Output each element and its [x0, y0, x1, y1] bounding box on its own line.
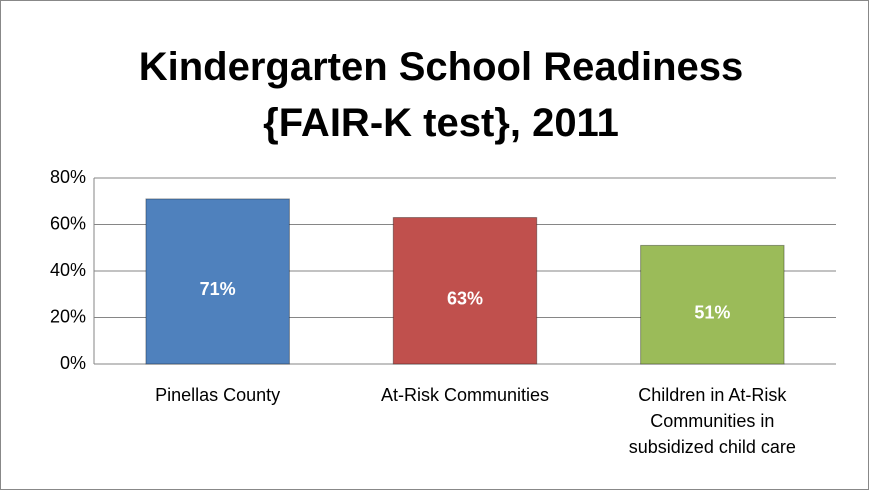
- x-tick-label: Children in At-Risk Communities in subsi…: [628, 385, 796, 457]
- chart-title: Kindergarten School Readiness {FAIR-K te…: [138, 45, 744, 145]
- y-tick-label: 20%: [50, 306, 86, 326]
- y-tick-label: 80%: [50, 167, 86, 187]
- bar: [392, 217, 538, 365]
- y-tick-label: 60%: [50, 213, 86, 233]
- data-label: 51%: [694, 302, 730, 322]
- bar: [145, 198, 290, 365]
- y-tick-label: 40%: [50, 260, 86, 280]
- data-label: 71%: [200, 279, 236, 299]
- y-tick-label: 0%: [60, 353, 86, 373]
- bar: [640, 244, 785, 365]
- data-label: 63%: [447, 289, 483, 309]
- x-tick-label: At-Risk Communities: [380, 385, 550, 405]
- x-tick-label: Pinellas County: [155, 385, 281, 405]
